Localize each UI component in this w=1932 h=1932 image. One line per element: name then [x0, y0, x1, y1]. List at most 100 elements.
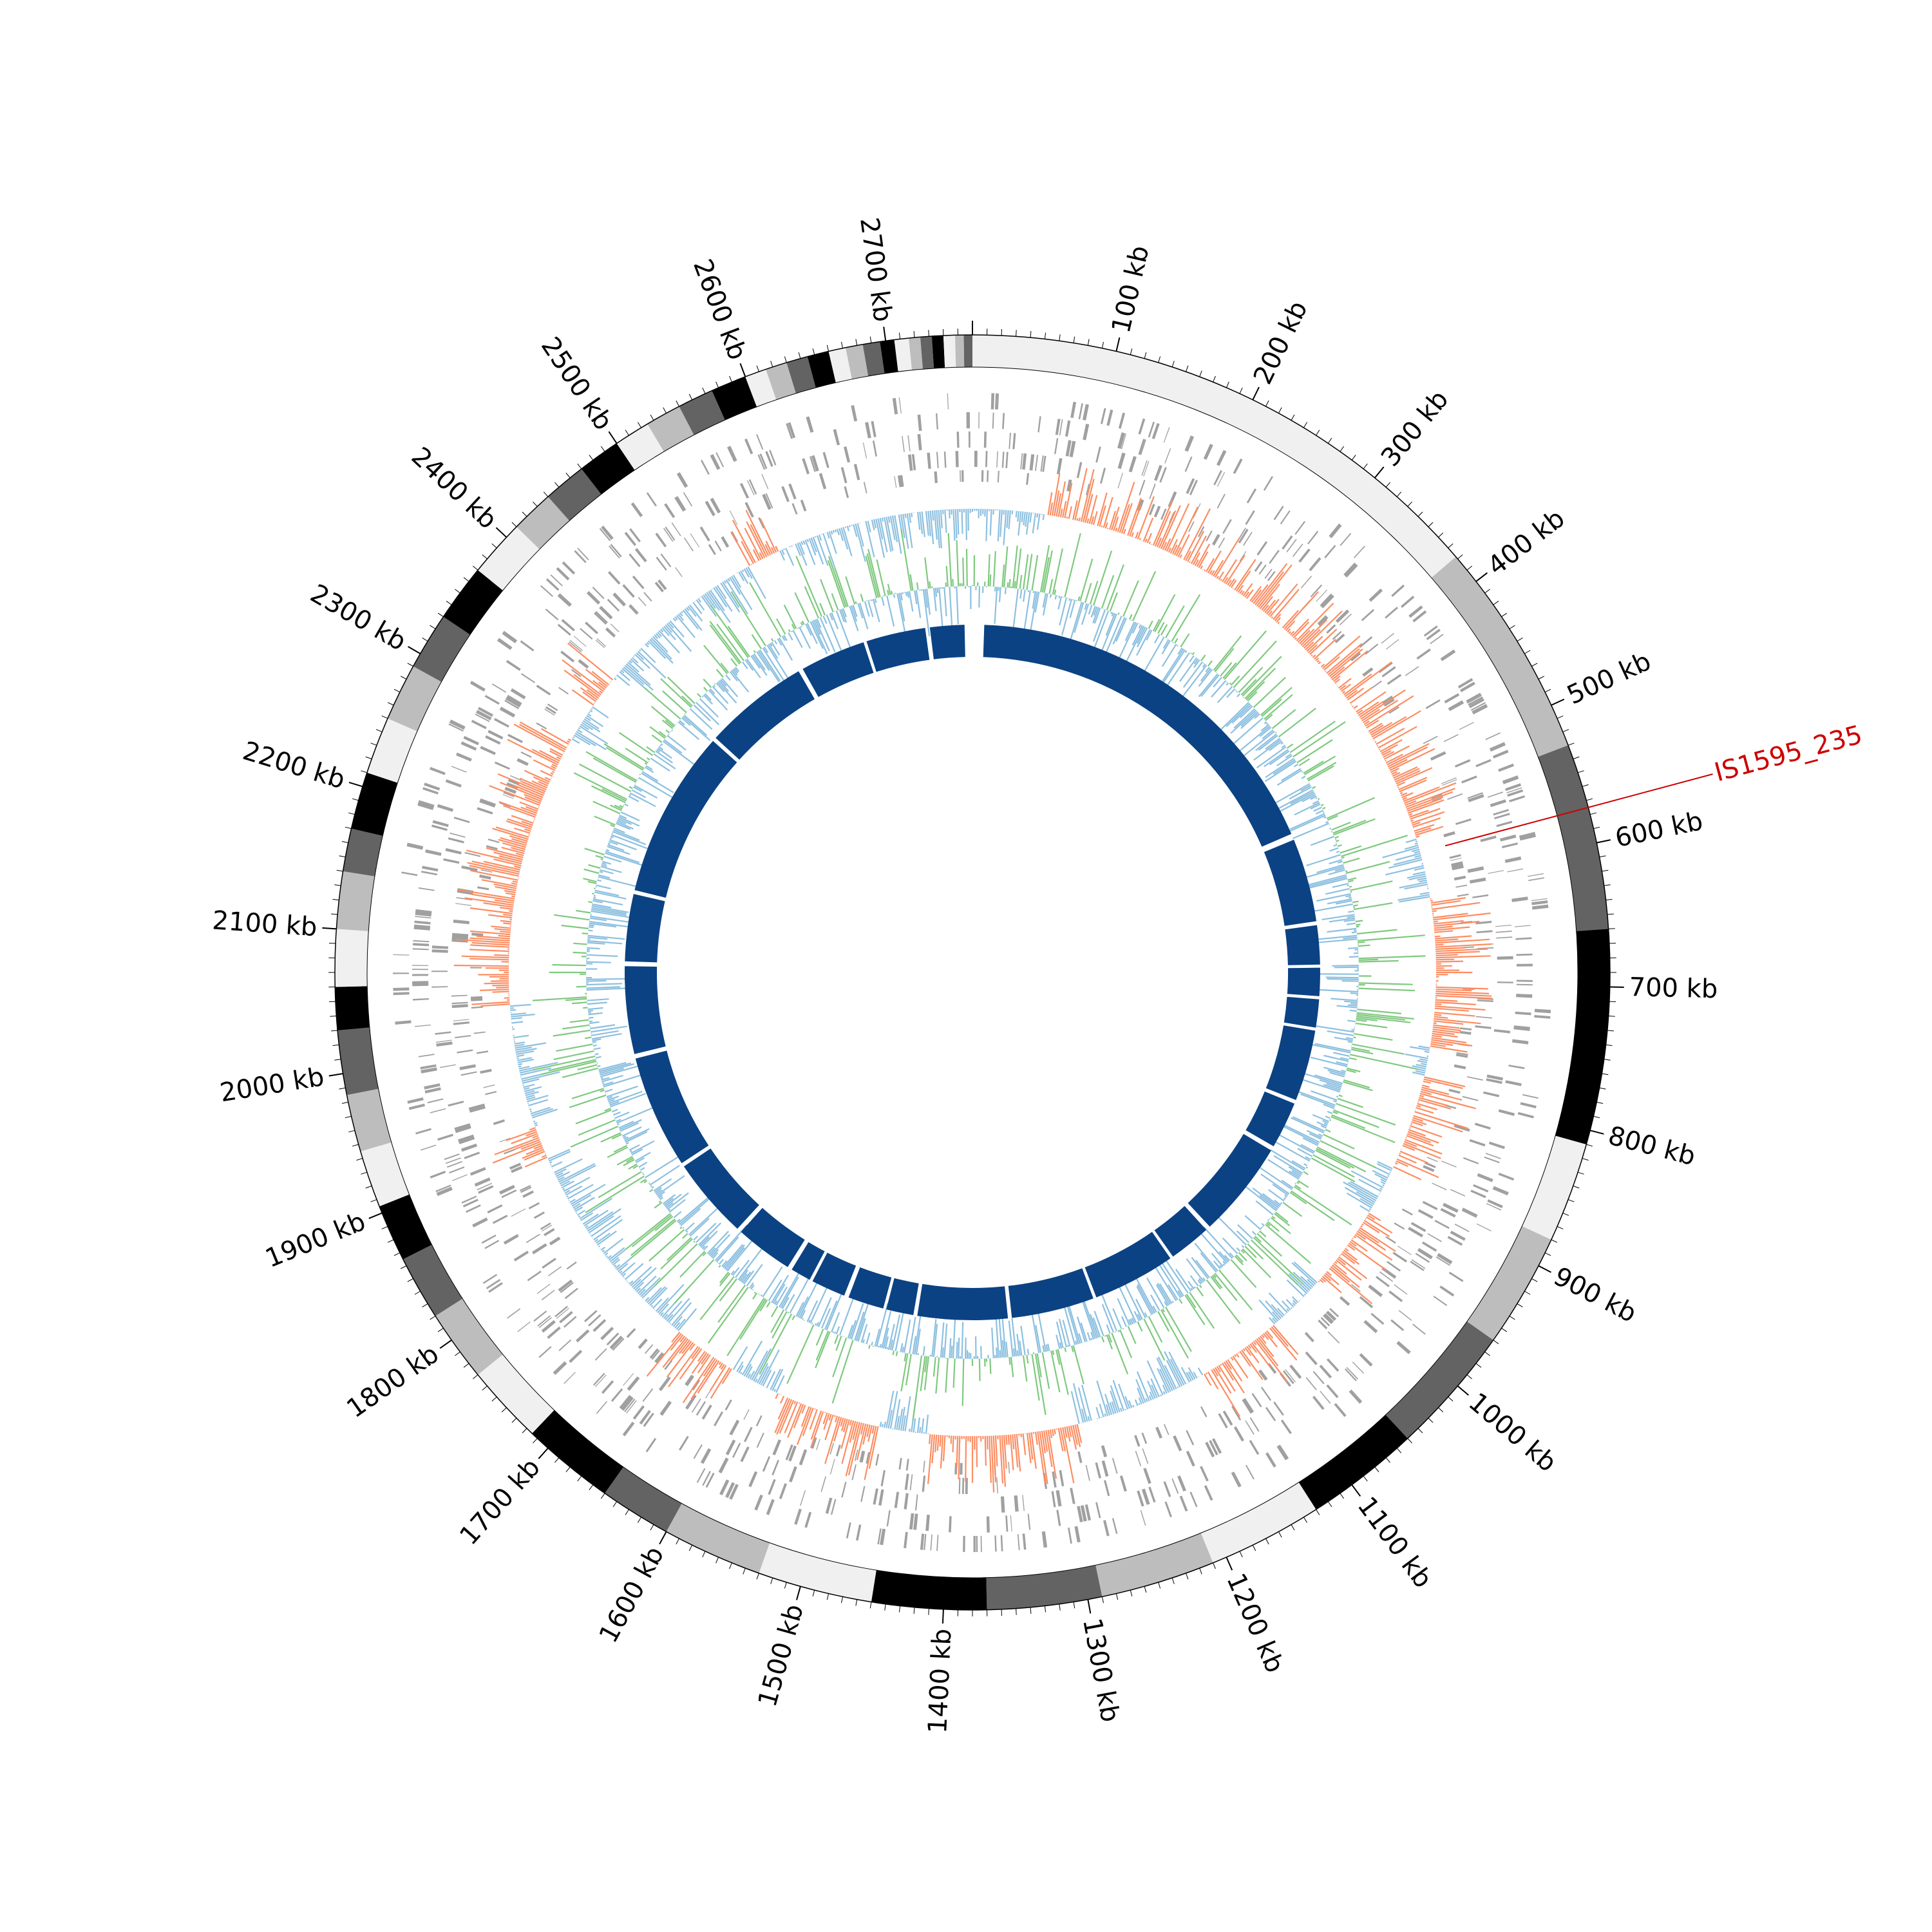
cds-feature [756, 434, 764, 450]
cds-feature [683, 537, 694, 552]
cds-feature [560, 1282, 574, 1293]
minor-tick [812, 348, 815, 355]
cds-feature [395, 1020, 412, 1025]
cds-feature [1477, 1173, 1493, 1182]
cds-feature [401, 871, 418, 876]
cds-feature [1041, 1531, 1048, 1548]
cds-feature [421, 1067, 437, 1074]
minor-tick [387, 1239, 394, 1243]
cds-feature [425, 849, 442, 856]
cds-feature [609, 1336, 623, 1350]
cds-feature [1084, 1504, 1091, 1521]
cds-feature [477, 807, 493, 815]
cds-feature [1368, 1284, 1383, 1298]
cds-feature [1285, 1369, 1296, 1383]
cds-feature [1454, 1124, 1470, 1132]
cds-feature [594, 612, 607, 625]
minor-tick [676, 1538, 679, 1545]
cds-feature [1440, 1208, 1456, 1218]
cds-feature [757, 454, 766, 470]
cds-feature [1519, 831, 1535, 838]
cds-feature [622, 1421, 635, 1437]
cds-feature [1155, 1426, 1162, 1439]
cds-feature [585, 621, 598, 634]
tick-label: 2200 kb [240, 736, 348, 795]
cds-feature [1078, 403, 1083, 420]
cds-feature [968, 431, 971, 448]
cds-feature [542, 1258, 556, 1269]
cds-feature [632, 1405, 645, 1420]
cds-feature [586, 591, 601, 605]
cds-feature [478, 706, 493, 717]
minor-tick [676, 400, 679, 407]
cds-feature [392, 972, 409, 974]
cds-feature [701, 1405, 712, 1420]
cds-feature [1140, 1510, 1146, 1526]
minor-tick [1073, 1602, 1075, 1609]
cds-feature [1128, 456, 1137, 473]
minor-tick [370, 1199, 377, 1202]
cds-feature [558, 1339, 572, 1351]
cds-feature [1531, 900, 1548, 905]
cds-feature [601, 1380, 614, 1394]
cds-feature [820, 1476, 826, 1492]
cds-feature [1520, 1102, 1537, 1108]
alignment-block [1283, 996, 1320, 1028]
cds-feature [1189, 1492, 1198, 1508]
cds-feature [431, 945, 448, 949]
cds-feature [1426, 629, 1441, 640]
tick-label: 500 kb [1562, 647, 1655, 710]
cds-feature [1489, 742, 1506, 752]
alignment-block [1188, 1133, 1271, 1227]
cds-feature [766, 1499, 775, 1515]
minor-tick [688, 1544, 693, 1551]
cds-feature [577, 547, 589, 560]
cds-feature [1449, 854, 1461, 859]
minor-tick [826, 1593, 829, 1600]
cds-feature [654, 582, 664, 592]
cds-feature [905, 1459, 909, 1471]
cds-feature [1463, 1157, 1479, 1164]
cds-feature [1430, 634, 1444, 645]
cds-feature [696, 1468, 706, 1483]
cds-feature [1051, 1491, 1056, 1508]
tick-label: 400 kb [1482, 504, 1571, 582]
cds-feature [1305, 1351, 1318, 1365]
cds-feature [1231, 1472, 1242, 1488]
alignment-block [1008, 1268, 1094, 1318]
cds-feature [464, 1151, 480, 1159]
minor-tick [1239, 1551, 1243, 1558]
cds-feature [1117, 452, 1124, 469]
alignment-block [1084, 1231, 1171, 1298]
cds-feature [1476, 1223, 1492, 1232]
minor-tick [702, 387, 706, 394]
cds-feature [566, 1261, 577, 1270]
cds-feature [435, 1184, 451, 1193]
cds-feature [788, 483, 797, 500]
cds-feature [1222, 1410, 1233, 1426]
cds-feature [1310, 584, 1323, 598]
contig-band [346, 1088, 392, 1151]
cds-feature [981, 470, 984, 482]
contig-band [862, 341, 885, 376]
cds-feature [415, 909, 432, 913]
contig-band [379, 1194, 432, 1260]
cds-feature [592, 587, 605, 600]
cds-feature [1101, 1445, 1108, 1457]
minor-tick [482, 1385, 488, 1390]
cds-feature [1052, 1471, 1057, 1488]
minor-tick [1073, 336, 1075, 343]
cds-feature [486, 1279, 501, 1289]
cds-feature [724, 1399, 732, 1411]
cds-feature [765, 493, 773, 509]
minor-tick [407, 663, 413, 667]
minor-tick [334, 1059, 341, 1061]
cds-feature [854, 1449, 858, 1461]
minor-tick [1448, 1396, 1454, 1402]
cds-feature [437, 804, 453, 812]
contig-band [1298, 1415, 1408, 1510]
cds-feature [1205, 1441, 1215, 1457]
minor-tick [1466, 1374, 1473, 1379]
cds-feature [594, 1348, 607, 1361]
cds-feature [963, 1535, 965, 1552]
